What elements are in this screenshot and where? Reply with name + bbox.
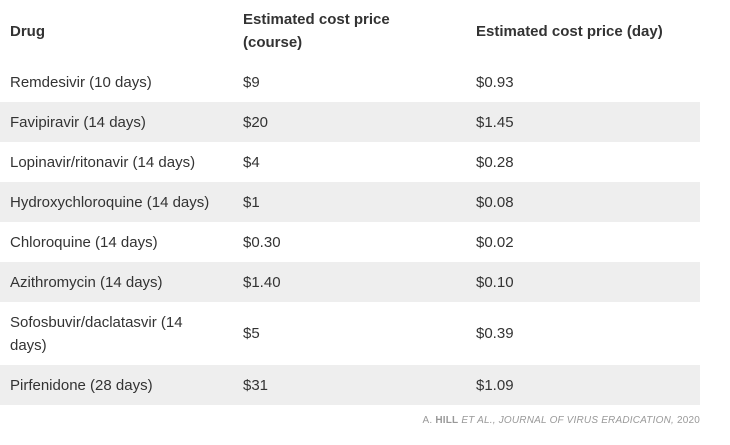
price: $4 (243, 153, 260, 171)
table-cell: $9 (233, 62, 466, 102)
table-cell: $20 (233, 102, 466, 142)
header-text: Estimated cost price (day) (476, 22, 663, 40)
drug-name: Hydroxychloroquine (14 days) (10, 193, 210, 211)
header-text: Drug (10, 22, 45, 40)
table-cell: $1.45 (466, 102, 700, 142)
price: $20 (243, 113, 269, 131)
drug-name: Favipiravir (14 days) (10, 113, 146, 131)
caption-rest: ET AL., JOURNAL OF VIRUS ERADICATION, (461, 415, 674, 426)
header-cell: Estimated cost price (course) (233, 0, 466, 62)
table-cell: $0.08 (466, 182, 700, 222)
caption-year: 2020 (676, 415, 700, 426)
table-cell: $0.10 (466, 262, 700, 302)
table-cell: Azithromycin (14 days) (0, 262, 233, 302)
table-cell: $0.39 (466, 302, 700, 365)
price: $5 (243, 325, 260, 342)
price: $0.08 (476, 193, 514, 211)
price: $9 (243, 73, 260, 91)
drug-name: Lopinavir/ritonavir (14 days) (10, 153, 196, 171)
caption-initial: A. (422, 415, 433, 426)
header-cell: Estimated cost price (day) (466, 0, 700, 62)
price: $0.10 (476, 273, 514, 291)
price: $0.30 (243, 233, 281, 251)
table-row: Chloroquine (14 days) $0.30 $0.02 (0, 222, 700, 262)
table-header: Drug Estimated cost price (course) Estimat… (0, 0, 700, 62)
drug-name: Azithromycin (14 days) (10, 273, 163, 291)
table-cell: $0.30 (233, 222, 466, 262)
table-cell: $0.93 (466, 62, 700, 102)
table-cell: Pirfenidone (28 days) (0, 365, 233, 405)
price: $1.09 (476, 376, 514, 394)
table-cell: Chloroquine (14 days) (0, 222, 233, 262)
table-cell: $0.02 (466, 222, 700, 262)
table-cell: $0.28 (466, 142, 700, 182)
table-cell: Remdesivir (10 days) (0, 62, 233, 102)
header-row: Drug Estimated cost price (course) Estimat… (0, 0, 700, 62)
table-cell: Hydroxychloroquine (14 days) (0, 182, 233, 222)
caption-author: HILL (435, 415, 459, 426)
price: $0.28 (476, 153, 514, 171)
price: $1.40 (243, 273, 281, 291)
price: $0.93 (476, 73, 514, 91)
table-cell: Sofosbuvir/daclatasvir (14 days) (0, 302, 233, 365)
table-cell: $5 (233, 302, 466, 365)
drug-name: Chloroquine (14 days) (10, 233, 158, 251)
table-cell: $31 (233, 365, 466, 405)
price: $0.39 (476, 325, 514, 342)
table-row: Azithromycin (14 days) $1.40 $0.10 (0, 262, 700, 302)
price: $1.45 (476, 113, 514, 131)
drug-name: Pirfenidone (28 days) (10, 376, 153, 394)
table-row: Favipiravir (14 days) $20 $1.45 (0, 102, 700, 142)
header-text: Estimated cost price (course) (243, 11, 390, 51)
table-cell: $4 (233, 142, 466, 182)
price: $0.02 (476, 233, 514, 251)
table-cell: $1 (233, 182, 466, 222)
drug-name: Sofosbuvir/daclatasvir (14 days) (10, 313, 183, 354)
table-row: Hydroxychloroquine (14 days) $1 $0.08 (0, 182, 700, 222)
table-row: Lopinavir/ritonavir (14 days) $4 $0.28 (0, 142, 700, 182)
source-caption: A. HILL ET AL., JOURNAL OF VIRUS ERADICA… (422, 415, 700, 426)
table-body: Remdesivir (10 days) $9 $0.93 Favipiravir (… (0, 62, 700, 405)
table-cell: Favipiravir (14 days) (0, 102, 233, 142)
table-row: Remdesivir (10 days) $9 $0.93 (0, 62, 700, 102)
table-cell: $1.40 (233, 262, 466, 302)
table-row: Sofosbuvir/daclatasvir (14 days) $5 $0.39 (0, 302, 700, 365)
table-row: Pirfenidone (28 days) $31 $1.09 (0, 365, 700, 405)
header-cell: Drug (0, 0, 233, 62)
table-cell: Lopinavir/ritonavir (14 days) (0, 142, 233, 182)
drug-name: Remdesivir (10 days) (10, 73, 152, 91)
price: $1 (243, 193, 260, 211)
price: $31 (243, 376, 269, 394)
cost-table: Drug Estimated cost price (course) Estimat… (0, 0, 700, 405)
table-cell: $1.09 (466, 365, 700, 405)
